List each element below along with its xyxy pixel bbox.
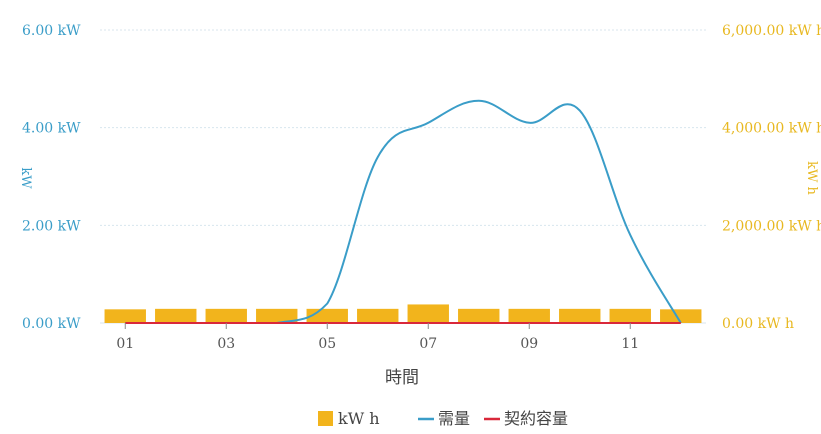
bar-kwh — [508, 308, 550, 323]
legend-label: 需量 — [438, 409, 470, 428]
legend: kW h 需量 契約容量 — [318, 409, 568, 428]
right-tick-label: 0.00 kW h — [722, 316, 794, 332]
x-tick-label: 07 — [419, 336, 437, 352]
bar-kwh — [357, 308, 399, 323]
x-tick-label: 01 — [116, 336, 134, 352]
bar-kwh — [256, 308, 298, 323]
bar-kwh — [559, 308, 601, 323]
demand-line — [125, 99, 682, 324]
gridlines — [100, 29, 706, 324]
left-tick-label: 6.00 kW — [22, 23, 81, 39]
legend-swatch-kwh — [318, 411, 333, 426]
left-tick-label: 0.00 kW — [22, 316, 81, 332]
left-axis-ticks: 0.00 kW 2.00 kW 4.00 kW 6.00 kW — [22, 23, 81, 332]
right-tick-label: 2,000.00 kW h — [722, 218, 821, 234]
lines — [125, 99, 682, 324]
x-axis-title: 時間 — [385, 368, 419, 388]
bar-kwh — [205, 308, 247, 323]
bar-kwh — [104, 309, 146, 323]
x-tick-label: 11 — [621, 336, 639, 352]
right-axis-ticks: 0.00 kW h 2,000.00 kW h 4,000.00 kW h 6,000… — [722, 23, 821, 332]
legend-label: kW h — [338, 409, 380, 428]
x-axis-ticks: 01 03 05 07 09 11 — [116, 323, 639, 352]
bar-kwh — [609, 308, 651, 323]
bar-kwh — [660, 309, 702, 323]
left-tick-label: 2.00 kW — [22, 218, 81, 234]
x-tick-label: 05 — [318, 336, 336, 352]
x-tick-label: 09 — [520, 336, 538, 352]
left-tick-label: 4.00 kW — [22, 121, 81, 137]
right-axis-title: kW h — [804, 161, 819, 195]
bar-kwh — [155, 308, 197, 323]
right-tick-label: 4,000.00 kW h — [722, 121, 821, 137]
right-tick-label: 6,000.00 kW h — [722, 23, 821, 39]
x-tick-label: 03 — [217, 336, 235, 352]
kwh-bars — [104, 304, 702, 323]
bar-kwh — [458, 308, 500, 323]
left-axis-title: kW — [18, 167, 33, 189]
legend-label: 契約容量 — [504, 409, 568, 428]
bar-kwh — [407, 304, 449, 323]
